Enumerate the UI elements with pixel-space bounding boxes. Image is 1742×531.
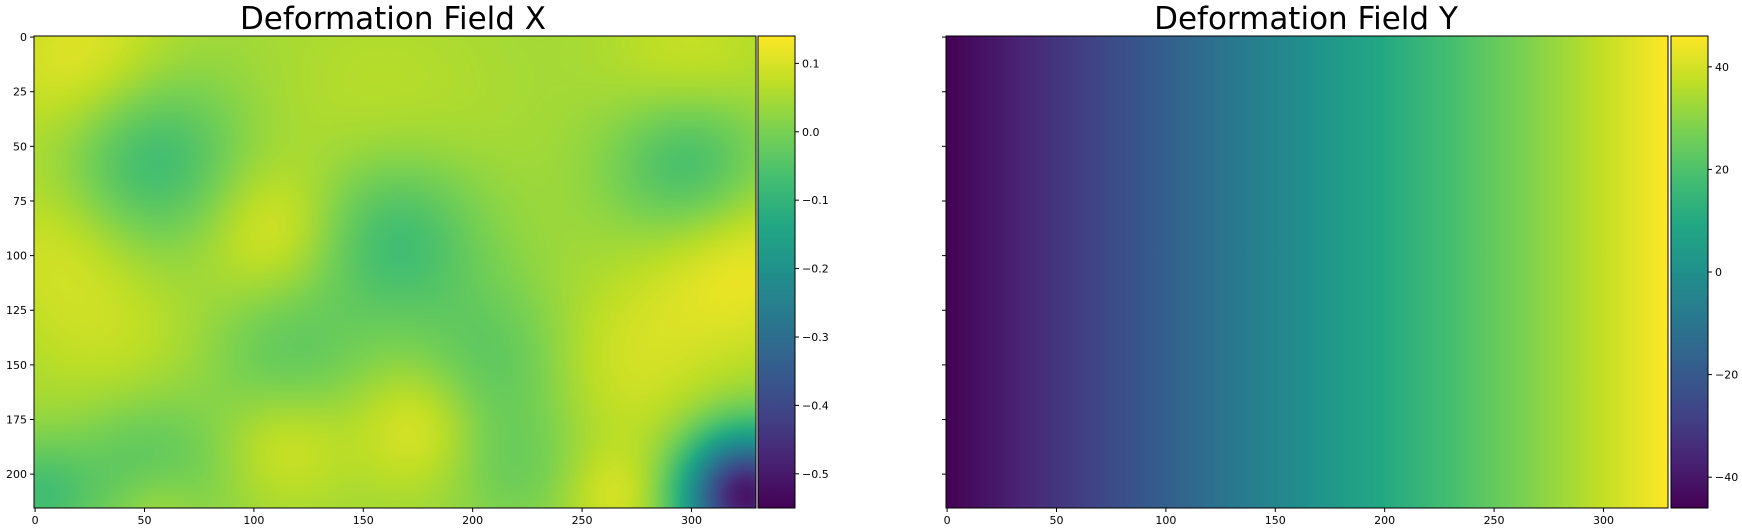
panel-deformation-y: Deformation Field Y 0 50 100 150 200 250 300 4… xyxy=(942,1,1738,527)
y-tick-label: 150 xyxy=(6,359,27,372)
y-tick-label: 100 xyxy=(6,250,27,263)
plot-frame xyxy=(945,35,1669,509)
colorbar-tick-label: −20 xyxy=(1715,369,1738,382)
panel-deformation-x: Deformation Field X 0 50 100 150 200 250 300 0 2… xyxy=(6,1,829,527)
x-tick-label: 250 xyxy=(572,514,593,527)
colorbar-ticks: 0.1 0.0 −0.1 −0.2 −0.3 −0.4 −0.5 xyxy=(795,57,829,481)
heatmap-image xyxy=(34,36,756,508)
y-tick-label: 175 xyxy=(6,414,27,427)
y-tick-label: 25 xyxy=(13,86,27,99)
x-tick-label: 100 xyxy=(1155,514,1176,527)
axes-x: 0 50 100 150 200 250 300 0 25 50 75 100 125 150 175 200 xyxy=(6,31,702,527)
x-tick-label: 0 xyxy=(32,514,39,527)
x-tick-label: 50 xyxy=(1049,514,1063,527)
colorbar-tick-label: 0 xyxy=(1715,266,1722,279)
x-tick-label: 50 xyxy=(137,514,151,527)
x-tick-label: 250 xyxy=(1484,514,1505,527)
colorbar-tick-label: 20 xyxy=(1715,163,1729,176)
x-tick-label: 150 xyxy=(1265,514,1286,527)
x-tick-label: 300 xyxy=(681,514,702,527)
y-tick-label: 0 xyxy=(20,31,27,44)
colorbar xyxy=(758,36,795,508)
colorbar-frame xyxy=(757,35,796,509)
x-tick-label: 300 xyxy=(1593,514,1614,527)
colorbar-tick-label: −0.2 xyxy=(802,263,829,276)
plot-frame xyxy=(33,35,757,509)
x-tick-label: 0 xyxy=(944,514,951,527)
colorbar xyxy=(1671,36,1708,508)
y-tick-label: 200 xyxy=(6,468,27,481)
x-tick-label: 100 xyxy=(243,514,264,527)
heatmap-image xyxy=(946,36,1668,508)
colorbar-tick-label: −0.1 xyxy=(802,194,829,207)
chart-title: Deformation Field Y xyxy=(1154,1,1458,37)
y-tick-label: 50 xyxy=(13,140,27,153)
colorbar-tick-label: 0.1 xyxy=(802,57,820,70)
colorbar-tick-label: −0.5 xyxy=(802,468,829,481)
y-tick-label: 125 xyxy=(6,304,27,317)
colorbar-ticks: 40 20 0 −20 −40 xyxy=(1708,61,1738,484)
colorbar-tick-label: 0.0 xyxy=(802,126,820,139)
x-tick-label: 200 xyxy=(462,514,483,527)
colorbar-tick-label: 40 xyxy=(1715,61,1729,74)
x-tick-label: 200 xyxy=(1374,514,1395,527)
y-tick-label: 75 xyxy=(13,195,27,208)
x-tick-label: 150 xyxy=(353,514,374,527)
axes-y: 0 50 100 150 200 250 300 xyxy=(942,36,1614,527)
colorbar-tick-label: −0.4 xyxy=(802,399,829,412)
colorbar-tick-label: −0.3 xyxy=(802,331,829,344)
colorbar-tick-label: −40 xyxy=(1715,471,1738,484)
chart-title: Deformation Field X xyxy=(240,1,546,37)
